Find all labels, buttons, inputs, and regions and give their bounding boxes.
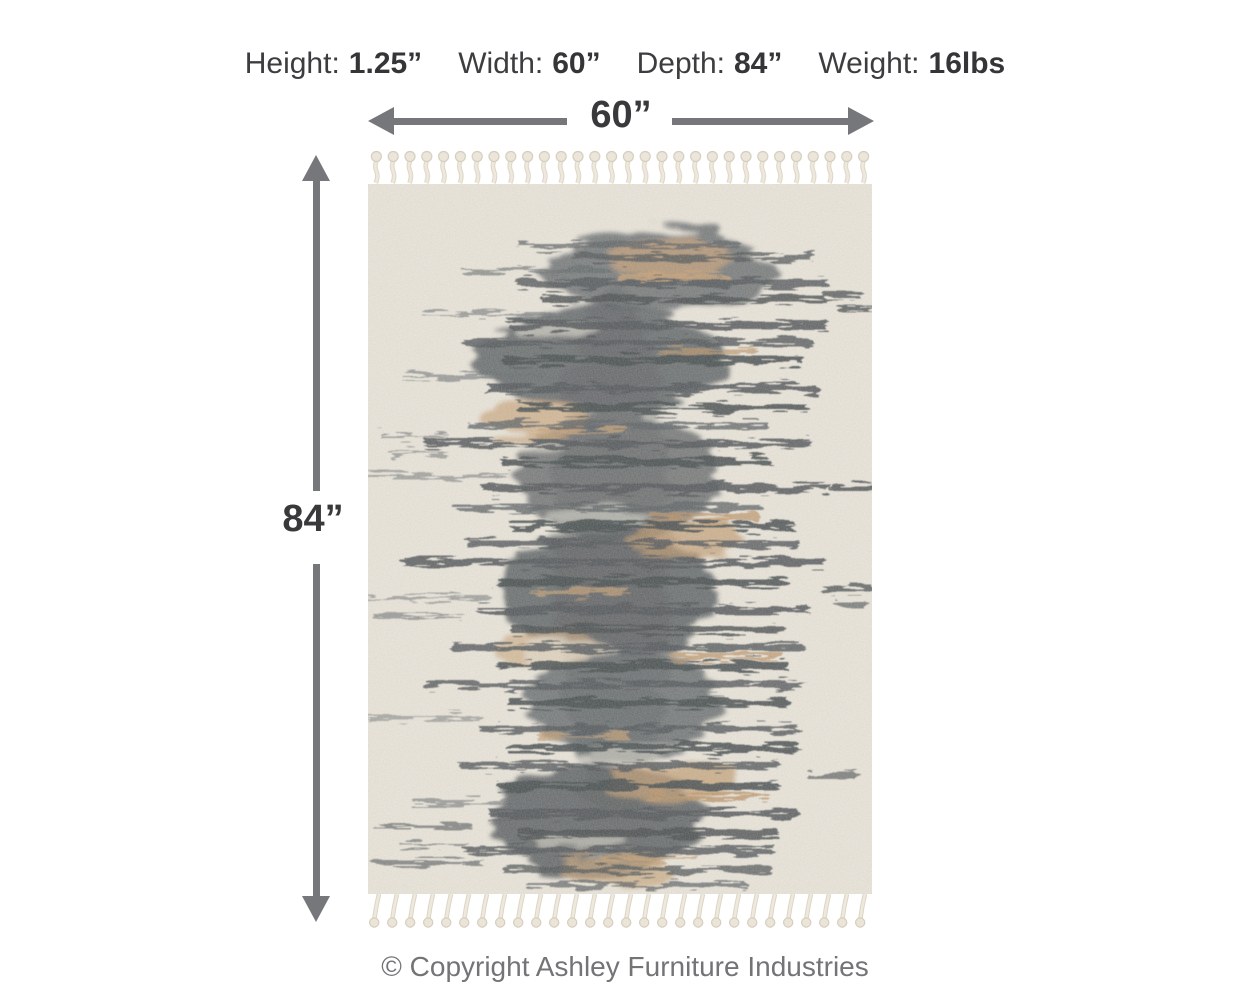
- spec-weight-label: Weight:: [818, 47, 920, 80]
- height-arrow-line-bottom: [313, 564, 320, 898]
- spec-width: Width: 60”: [458, 46, 600, 82]
- spec-height-label: Height:: [244, 47, 340, 80]
- rug-body: [368, 184, 872, 894]
- spec-bar: Height: 1.25” Width: 60” Depth: 84” Weig…: [0, 46, 1250, 82]
- spec-width-label: Width:: [458, 47, 544, 80]
- spec-weight-value: 16lbs: [928, 47, 1006, 80]
- width-arrow-head-left-icon: [368, 107, 394, 135]
- spec-height-value: 1.25”: [348, 47, 423, 80]
- spec-width-value: 60”: [552, 47, 601, 80]
- spec-depth-label: Depth:: [636, 47, 725, 80]
- rug-image: [368, 150, 872, 930]
- spec-depth: Depth: 84”: [637, 46, 783, 82]
- width-arrow-head-right-icon: [848, 107, 874, 135]
- spec-weight: Weight: 16lbs: [818, 46, 1005, 82]
- spec-height: Height: 1.25”: [245, 46, 422, 82]
- copyright-text: © Copyright Ashley Furniture Industries: [381, 951, 869, 982]
- spec-depth-value: 84”: [733, 47, 783, 80]
- height-dimension-label: 84”: [282, 498, 344, 540]
- width-arrow-line-right: [672, 118, 849, 125]
- height-arrow-head-bottom-icon: [302, 896, 330, 922]
- width-arrow-line-left: [391, 118, 567, 125]
- rug-fringe-bottom: [368, 894, 872, 930]
- rug-fringe-top: [368, 150, 872, 184]
- width-dimension-label: 60”: [590, 94, 652, 136]
- height-arrow-head-top-icon: [302, 155, 330, 181]
- height-arrow-line-top: [313, 179, 320, 491]
- rug-grain-dark: [368, 184, 872, 894]
